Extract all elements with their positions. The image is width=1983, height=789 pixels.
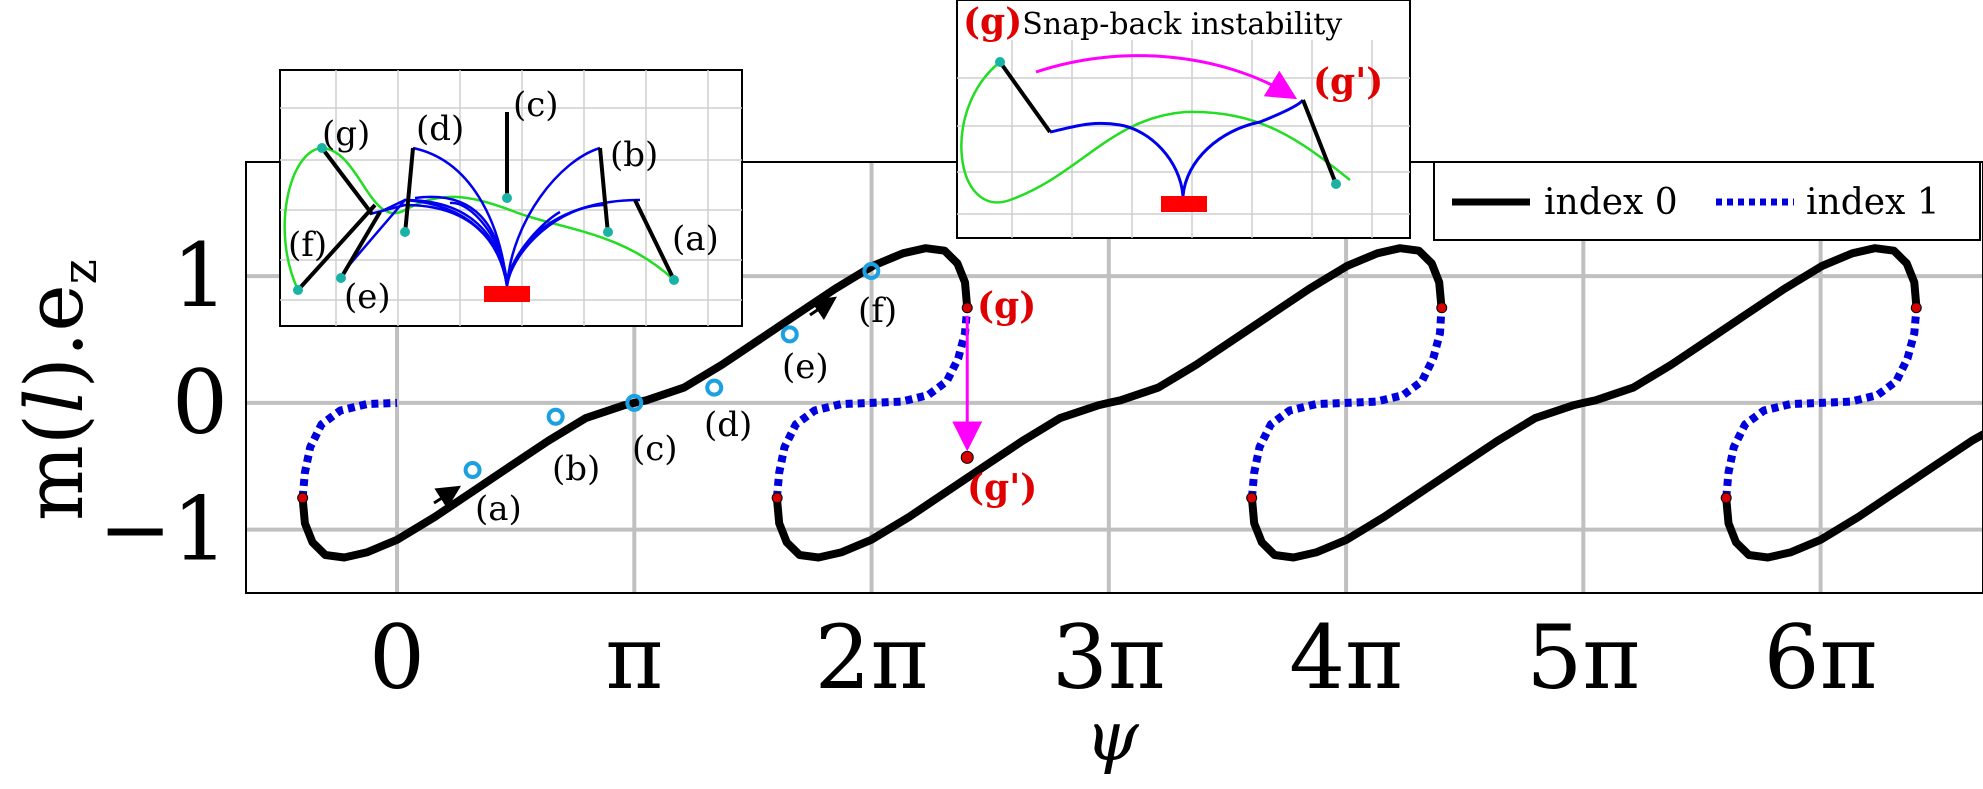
y-tick-labels: −1 0 1 bbox=[98, 224, 228, 581]
inset2-grid bbox=[957, 40, 1410, 238]
inset2-base bbox=[1161, 196, 1207, 212]
inset2-dots bbox=[995, 57, 1341, 189]
legend: index 0 index 1 bbox=[1433, 161, 1981, 241]
inset2-title: (g)Snap-back instability bbox=[963, 1, 1342, 43]
point-label-c: (c) bbox=[632, 429, 678, 469]
inset-configurations: (g) (d) (c) (b) (f) (e) (a) bbox=[279, 69, 743, 327]
turn-marker bbox=[1436, 302, 1448, 314]
inset1-black-segments bbox=[296, 112, 676, 292]
inset1-label-e: (e) bbox=[344, 277, 391, 317]
point-label-d: (d) bbox=[704, 405, 752, 445]
series-line-index0 bbox=[1722, 430, 1983, 562]
label-g-prime: (g') bbox=[967, 467, 1037, 509]
marked-point bbox=[463, 461, 482, 480]
point-label-a: (a) bbox=[475, 489, 522, 529]
marked-point bbox=[862, 262, 881, 281]
turn-marker bbox=[961, 302, 973, 314]
x-tick-label: 5π bbox=[1526, 606, 1640, 709]
y-tick-label: 0 bbox=[172, 351, 228, 454]
marked-point bbox=[705, 378, 724, 397]
marked-point bbox=[546, 407, 565, 426]
legend-label-index1: index 1 bbox=[1806, 182, 1940, 223]
series-line-index0 bbox=[1247, 244, 1921, 562]
inset2-green-curve bbox=[960, 61, 1351, 204]
inset1-label-a: (a) bbox=[672, 219, 719, 259]
series-line-index0 bbox=[772, 244, 1446, 562]
inset1-label-g: (g) bbox=[322, 114, 370, 154]
inset1-label-d: (d) bbox=[416, 109, 464, 149]
x-axis-label: ψ bbox=[1085, 698, 1139, 777]
turn-marker bbox=[1246, 492, 1258, 504]
x-tick-label: 0 bbox=[369, 606, 425, 709]
inset1-base bbox=[484, 286, 530, 302]
y-tick-label: −1 bbox=[98, 478, 228, 581]
x-tick-labels: 0 π 2π 3π 4π 5π 6π bbox=[369, 606, 1877, 709]
label-g: (g) bbox=[977, 285, 1036, 327]
point-label-b: (b) bbox=[552, 449, 600, 489]
x-tick-label: π bbox=[605, 606, 663, 709]
turn-marker bbox=[771, 492, 783, 504]
direction-arrow bbox=[433, 485, 462, 509]
legend-label-index0: index 0 bbox=[1544, 182, 1678, 223]
series-line-index1 bbox=[1247, 307, 1446, 499]
inset1-label-c: (c) bbox=[513, 85, 559, 125]
series-line-index1 bbox=[1722, 307, 1921, 499]
inset2-label-g-prime: (g') bbox=[1313, 61, 1383, 103]
x-tick-label: 4π bbox=[1289, 606, 1403, 709]
inset1-label-f: (f) bbox=[288, 225, 327, 265]
inset2-snap-arrow bbox=[1035, 54, 1298, 100]
turn-marker bbox=[1910, 302, 1922, 314]
point-label-e: (e) bbox=[782, 347, 829, 387]
series-line-index0 bbox=[298, 244, 972, 562]
series-layer bbox=[298, 244, 1983, 562]
x-tick-label: 2π bbox=[815, 606, 929, 709]
point-label-f: (f) bbox=[858, 291, 897, 331]
direction-arrow bbox=[809, 296, 837, 321]
x-tick-label: 3π bbox=[1052, 606, 1166, 709]
y-tick-label: 1 bbox=[172, 224, 228, 327]
marked-point bbox=[780, 325, 799, 344]
inset1-dots bbox=[293, 143, 679, 295]
inset2-black-segments bbox=[998, 60, 1338, 185]
inset1-blue-curves bbox=[344, 146, 641, 287]
inset1-label-b: (b) bbox=[610, 135, 658, 175]
inset2-blue-curves bbox=[1049, 98, 1305, 197]
marked-point bbox=[625, 393, 644, 412]
series-line-index1 bbox=[772, 307, 972, 499]
x-tick-label: 6π bbox=[1764, 606, 1878, 709]
turn-marker bbox=[297, 492, 309, 504]
inset-snap-back: (g)Snap-back instability (g') bbox=[956, 0, 1411, 239]
y-axis-label: m(l).ez bbox=[8, 259, 108, 521]
markers-layer bbox=[297, 262, 1922, 504]
turn-marker bbox=[1720, 492, 1732, 504]
inset1-green-curve bbox=[283, 146, 675, 291]
series-line-index1 bbox=[298, 398, 398, 499]
instability-point bbox=[960, 450, 974, 464]
